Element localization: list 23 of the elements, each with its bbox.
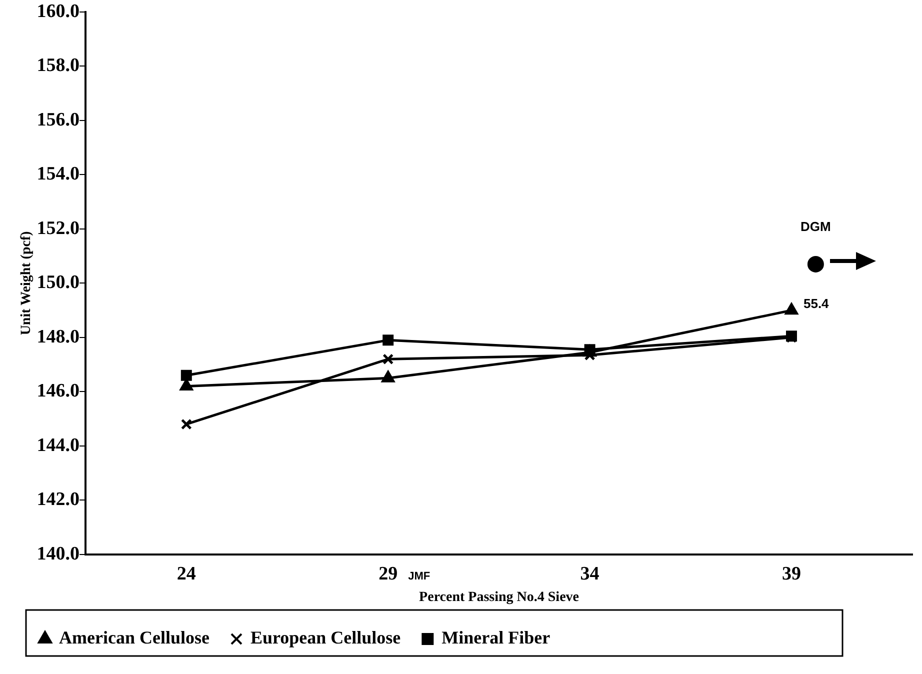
y-tick-label: 160.0	[36, 0, 80, 22]
annotation: DGM	[800, 218, 831, 234]
legend-label: Mineral Fiber	[442, 628, 550, 648]
y-tick-label: 146.0	[36, 380, 80, 402]
y-tick-label: 144.0	[36, 434, 80, 456]
x-axis-title: Percent Passing No.4 Sieve	[419, 590, 579, 606]
y-tick-label: 154.0	[36, 164, 80, 185]
y-tick-label: 152.0	[36, 218, 80, 239]
legend-label: American Cellulose	[59, 628, 210, 648]
x-tick-label: 34	[580, 564, 600, 585]
legend-label: European Cellulose	[250, 628, 401, 648]
text: JMF	[408, 570, 430, 582]
annotation: 55.4	[803, 296, 830, 311]
y-tick-label: 140.0	[36, 543, 80, 564]
x-tick-label: 24	[176, 564, 196, 585]
x-tick-label: 39	[782, 564, 801, 585]
y-axis-title: Unit Weight (pcf)	[19, 230, 34, 336]
y-tick-label: 142.0	[36, 489, 80, 510]
y-tick-label: 150.0	[36, 272, 80, 294]
y-tick-label: 148.0	[36, 326, 80, 348]
x-tick-label: 29	[378, 564, 398, 585]
y-tick-label: 158.0	[36, 55, 80, 76]
y-tick-label: 156.0	[36, 109, 80, 130]
